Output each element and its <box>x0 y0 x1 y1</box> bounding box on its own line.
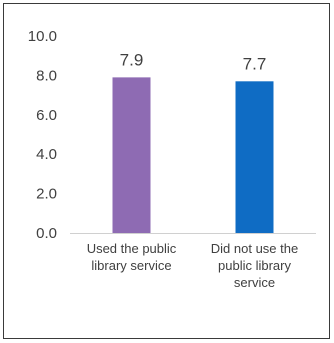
y-tick-label: 4.0 <box>36 146 57 163</box>
bars <box>112 77 274 234</box>
category-label-not-used: Did not use the public library service <box>195 240 315 291</box>
data-labels: 7.9 7.7 <box>120 50 267 73</box>
bar-2 <box>235 81 274 233</box>
y-tick-label: 2.0 <box>36 186 57 203</box>
data-label-2: 7.7 <box>243 54 267 73</box>
y-tick-label: 0.0 <box>36 225 57 242</box>
y-tick-label: 8.0 <box>36 67 57 84</box>
category-label-line: public library <box>218 258 291 273</box>
category-label-used: Used the public library service <box>72 240 192 274</box>
category-label-line: Did not use the <box>210 241 299 256</box>
y-axis: 0.0 2.0 4.0 6.0 8.0 10.0 <box>28 28 57 242</box>
bar-1 <box>112 77 151 234</box>
y-tick-label: 10.0 <box>28 28 57 45</box>
category-label-line: service <box>233 275 276 290</box>
y-tick-label: 6.0 <box>36 107 57 124</box>
data-label-1: 7.9 <box>120 50 144 69</box>
category-label-line: library service <box>91 258 172 273</box>
chart-frame <box>3 3 330 339</box>
category-label-line: Used the public <box>86 241 177 256</box>
